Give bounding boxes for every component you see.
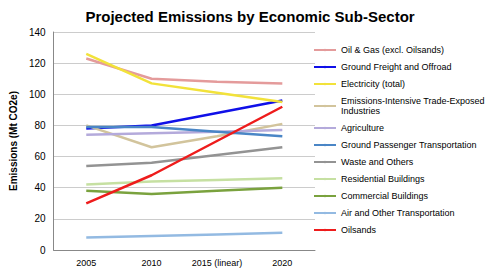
svg-text:Ground Passenger Transportatio: Ground Passenger Transportation — [341, 140, 477, 150]
svg-text:Oilsands: Oilsands — [341, 225, 377, 235]
svg-text:2020: 2020 — [272, 258, 292, 268]
svg-text:2010: 2010 — [142, 258, 162, 268]
svg-text:Commercial Buildings: Commercial Buildings — [341, 191, 429, 201]
svg-text:40: 40 — [34, 182, 46, 193]
svg-text:80: 80 — [34, 120, 46, 131]
svg-text:Waste and Others: Waste and Others — [341, 157, 414, 167]
svg-text:Electricity (total): Electricity (total) — [341, 79, 405, 89]
svg-text:140: 140 — [29, 27, 46, 38]
svg-text:Industries: Industries — [341, 106, 381, 116]
svg-text:Residential Buildings: Residential Buildings — [341, 174, 425, 184]
svg-text:60: 60 — [34, 151, 46, 162]
svg-text:0: 0 — [40, 245, 46, 256]
svg-text:Emissions (Mt CO2e): Emissions (Mt CO2e) — [8, 91, 19, 191]
svg-text:2015 (linear): 2015 (linear) — [192, 258, 243, 268]
svg-text:Projected Emissions by Economi: Projected Emissions by Economic Sub-Sect… — [85, 8, 414, 25]
svg-text:Oil & Gas (excl. Oilsands): Oil & Gas (excl. Oilsands) — [341, 45, 444, 55]
svg-text:Air and Other Transportation: Air and Other Transportation — [341, 208, 455, 218]
svg-text:Ground Freight and Offroad: Ground Freight and Offroad — [341, 62, 451, 72]
svg-text:120: 120 — [29, 58, 46, 69]
svg-text:Agriculture: Agriculture — [341, 123, 384, 133]
svg-text:2005: 2005 — [76, 258, 96, 268]
svg-text:Emissions-Intensive Trade-Expo: Emissions-Intensive Trade-Exposed — [341, 96, 487, 106]
svg-text:20: 20 — [34, 213, 46, 224]
svg-text:100: 100 — [29, 89, 46, 100]
